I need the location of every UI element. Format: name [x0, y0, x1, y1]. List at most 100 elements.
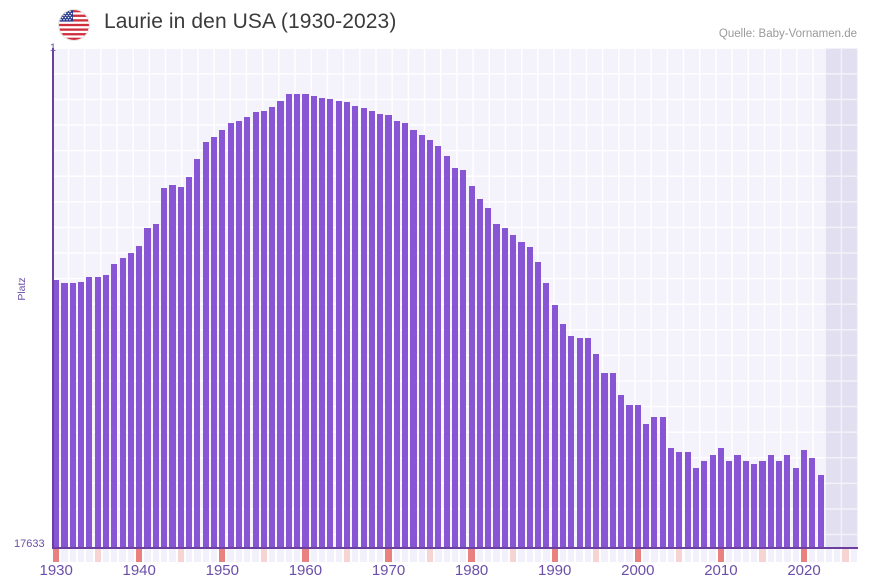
bar[interactable] [269, 106, 276, 548]
bar[interactable] [601, 372, 608, 548]
x-axis-tick [850, 549, 857, 562]
bar[interactable] [734, 454, 741, 548]
bar[interactable] [784, 454, 791, 548]
bar[interactable] [651, 417, 658, 548]
x-axis-tick [53, 549, 60, 562]
bar[interactable] [186, 176, 193, 548]
bar[interactable] [294, 94, 301, 548]
bar[interactable] [526, 247, 533, 548]
bar[interactable] [235, 120, 243, 548]
bar[interactable] [701, 460, 708, 548]
x-axis-tick [111, 549, 118, 562]
bar[interactable] [709, 454, 716, 548]
bar[interactable] [618, 394, 625, 548]
bar[interactable] [335, 100, 342, 548]
bar[interactable] [717, 448, 724, 548]
bar[interactable] [360, 108, 367, 548]
bar[interactable] [252, 111, 259, 548]
bar[interactable] [443, 156, 450, 548]
bar[interactable] [518, 241, 525, 548]
bar[interactable] [352, 105, 359, 548]
bar[interactable] [368, 110, 375, 548]
bar[interactable] [210, 137, 218, 548]
x-axis-tick [518, 549, 525, 562]
bar[interactable] [127, 253, 134, 548]
bar[interactable] [767, 454, 774, 548]
bar[interactable] [227, 123, 234, 548]
bar[interactable] [817, 475, 824, 548]
bar[interactable] [202, 142, 209, 548]
bar[interactable] [244, 116, 251, 548]
bar[interactable] [161, 188, 168, 548]
bar[interactable] [102, 275, 110, 548]
bar[interactable] [94, 276, 101, 548]
bar[interactable] [260, 110, 267, 548]
bar[interactable] [435, 146, 442, 548]
bar[interactable] [692, 468, 700, 548]
bar[interactable] [277, 101, 284, 548]
bar[interactable] [451, 168, 459, 548]
bar[interactable] [310, 96, 317, 548]
bar[interactable] [377, 113, 384, 548]
bar[interactable] [385, 115, 392, 548]
bar[interactable] [476, 199, 483, 548]
bar[interactable] [177, 186, 184, 548]
bar[interactable] [667, 447, 675, 548]
bar[interactable] [584, 338, 591, 548]
bar[interactable] [493, 223, 500, 548]
bar[interactable] [144, 227, 151, 548]
bar[interactable] [418, 134, 425, 548]
bar[interactable] [659, 417, 666, 548]
bar[interactable] [136, 246, 143, 548]
bar[interactable] [485, 208, 492, 548]
bar[interactable] [219, 129, 226, 548]
bar[interactable] [53, 279, 60, 548]
bar[interactable] [676, 452, 683, 548]
bar[interactable] [643, 423, 650, 548]
bar[interactable] [119, 257, 126, 548]
bar[interactable] [634, 404, 641, 548]
bar[interactable] [402, 123, 409, 548]
bar[interactable] [343, 102, 351, 548]
bar[interactable] [759, 460, 766, 548]
bar[interactable] [510, 235, 517, 548]
bar[interactable] [792, 468, 799, 548]
bar[interactable] [742, 460, 749, 548]
bar[interactable] [468, 185, 475, 548]
bar[interactable] [111, 263, 118, 548]
bar[interactable] [726, 460, 733, 548]
bar-series [52, 48, 858, 548]
bar[interactable] [543, 283, 550, 548]
bar[interactable] [61, 283, 68, 548]
x-axis-tick [626, 549, 633, 562]
bar[interactable] [318, 98, 326, 548]
bar[interactable] [501, 228, 508, 548]
bar[interactable] [194, 159, 201, 548]
bar[interactable] [775, 460, 783, 548]
bar[interactable] [410, 130, 417, 548]
bar[interactable] [285, 94, 292, 548]
bar[interactable] [169, 184, 176, 548]
bar[interactable] [302, 94, 309, 548]
bar[interactable] [800, 450, 808, 548]
bar[interactable] [576, 338, 583, 548]
bar[interactable] [551, 304, 558, 548]
bar[interactable] [626, 404, 633, 548]
x-axis-tick [443, 549, 450, 562]
bar[interactable] [393, 120, 400, 548]
bar[interactable] [78, 281, 85, 548]
bar[interactable] [427, 139, 434, 548]
bar[interactable] [751, 464, 758, 548]
bar[interactable] [535, 262, 542, 548]
bar[interactable] [809, 458, 816, 548]
bar[interactable] [460, 170, 467, 548]
bar[interactable] [559, 323, 567, 548]
bar[interactable] [568, 335, 575, 548]
bar[interactable] [327, 99, 334, 548]
bar[interactable] [593, 353, 600, 548]
bar[interactable] [69, 283, 76, 548]
bar[interactable] [86, 276, 93, 548]
bar[interactable] [684, 452, 691, 548]
bar[interactable] [609, 372, 616, 548]
bar[interactable] [152, 223, 159, 548]
